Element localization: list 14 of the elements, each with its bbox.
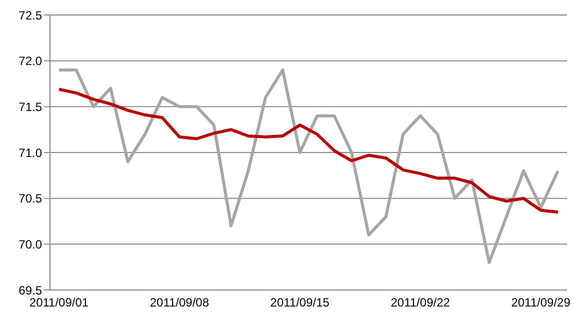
y-tick-label: 72.0 — [18, 54, 42, 68]
x-tick-label: 2011/09/22 — [390, 296, 450, 310]
x-tick-label: 2011/09/15 — [270, 296, 330, 310]
y-tick-label: 70.5 — [18, 192, 42, 206]
y-tick-label: 71.0 — [18, 146, 42, 160]
x-tick-label: 2011/09/08 — [150, 296, 210, 310]
x-tick-label: 2011/09/29 — [511, 296, 571, 310]
y-tick-label: 71.5 — [18, 100, 42, 114]
line-series — [58, 88, 560, 214]
y-tick-label: 72.5 — [18, 8, 42, 22]
line-series — [58, 68, 560, 264]
y-tick-label: 70.0 — [18, 237, 42, 252]
x-tick-label: 2011/09/01 — [29, 296, 89, 310]
y-tick-label: 69.5 — [18, 283, 42, 298]
